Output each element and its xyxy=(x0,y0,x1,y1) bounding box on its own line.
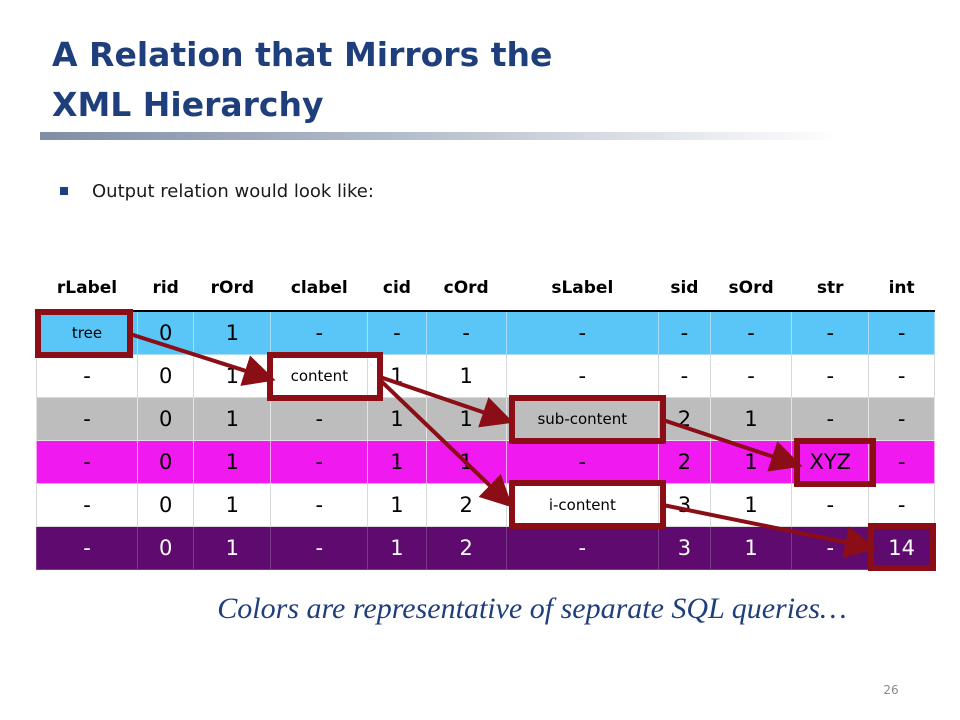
table-cell: 1 xyxy=(367,397,427,441)
table-cell: - xyxy=(868,440,935,484)
table-cell: - xyxy=(709,310,793,355)
header-sid: sid xyxy=(657,265,711,312)
header-cord: cOrd xyxy=(425,265,507,312)
table-cell: 1 xyxy=(193,440,272,484)
highlight-box-tree xyxy=(35,309,133,358)
table-cell: 2 xyxy=(425,526,507,570)
table-cell: 14 xyxy=(868,526,935,570)
header-int: int xyxy=(868,265,935,312)
table-cell: - xyxy=(270,397,369,441)
highlight-box-xyz xyxy=(794,438,876,487)
relation-table: rLabel rid rOrd clabel cid cOrd sLabel s… xyxy=(35,265,935,570)
table-cell: - xyxy=(505,440,659,484)
highlight-box-sub-content xyxy=(509,395,666,444)
table-cell: - xyxy=(425,310,507,355)
table-cell: 3 xyxy=(657,526,711,570)
table-cell: 1 xyxy=(425,354,507,398)
table-cell: - xyxy=(505,526,659,570)
table-cell: 0 xyxy=(137,397,195,441)
bullet-text: Output relation would look like: xyxy=(92,180,374,202)
table-cell: - xyxy=(505,310,659,355)
highlight-box-14 xyxy=(868,523,936,571)
table-cell: - xyxy=(35,526,139,570)
table-cell: 0 xyxy=(137,310,195,355)
table-cell: 0 xyxy=(137,526,195,570)
slide-title-line-2: XML Hierarchy xyxy=(52,85,324,124)
table-cell: - xyxy=(35,397,139,441)
header-rlabel: rLabel xyxy=(35,265,139,312)
table-cell: - xyxy=(35,440,139,484)
table-cell: 1 xyxy=(193,526,272,570)
table-cell: - xyxy=(270,526,369,570)
table-cell: 1 xyxy=(709,397,793,441)
slide-title: A Relation that Mirrors the XML Hierarch… xyxy=(52,30,552,130)
table-cell: - xyxy=(791,354,870,398)
arrow-content-to-sub-content xyxy=(378,375,514,428)
slide-number: 26 xyxy=(883,683,899,697)
table-cell: - xyxy=(868,397,935,441)
bullet-item: Output relation would look like: xyxy=(60,176,374,206)
table-cell: - xyxy=(791,483,870,527)
header-str: str xyxy=(791,265,870,312)
table-cell: 1 xyxy=(367,483,427,527)
arrow-i-content-to-14 xyxy=(661,503,877,558)
table-cell: - xyxy=(868,354,935,398)
table-cell: - xyxy=(367,310,427,355)
caption: Colors are representative of separate SQ… xyxy=(217,592,847,625)
header-rord: rOrd xyxy=(193,265,272,312)
table-cell: tree xyxy=(35,310,139,355)
square-bullet-icon xyxy=(60,187,68,195)
table-row: tree 0 1 - - - - - - - - xyxy=(35,310,935,355)
header-cid: cid xyxy=(367,265,427,312)
header-slabel: sLabel xyxy=(505,265,659,312)
arrow-content-to-i-content xyxy=(378,378,513,508)
table-cell: - xyxy=(505,354,659,398)
table-cell: - xyxy=(657,310,711,355)
table-cell: 0 xyxy=(137,354,195,398)
table-cell: - xyxy=(868,483,935,527)
table-header-row: rLabel rid rOrd clabel cid cOrd sLabel s… xyxy=(35,265,935,312)
table-cell: i-content xyxy=(505,483,659,527)
slide-title-line-1: A Relation that Mirrors the xyxy=(52,35,553,74)
table-cell: 1 xyxy=(709,526,793,570)
table-cell: 1 xyxy=(193,397,272,441)
table-cell: sub-content xyxy=(505,397,659,441)
title-underline xyxy=(40,132,840,140)
highlight-box-i-content xyxy=(509,480,666,529)
table-cell: 1 xyxy=(367,526,427,570)
table-cell: - xyxy=(868,310,935,355)
table-cell: - xyxy=(791,310,870,355)
table-cell: - xyxy=(791,397,870,441)
table-row: - 0 1 - 1 1 - 2 1 XYZ - xyxy=(35,440,935,484)
table-row: - 0 1 - 1 2 - 3 1 - 14 xyxy=(35,526,935,570)
header-sord: sOrd xyxy=(709,265,793,312)
table-cell: - xyxy=(709,354,793,398)
table-cell: - xyxy=(270,440,369,484)
highlight-box-content xyxy=(267,352,383,401)
table-cell: 1 xyxy=(367,440,427,484)
header-rid: rid xyxy=(137,265,195,312)
arrow-tree-to-content xyxy=(128,332,276,386)
arrow-sub-content-to-xyz xyxy=(661,418,803,472)
